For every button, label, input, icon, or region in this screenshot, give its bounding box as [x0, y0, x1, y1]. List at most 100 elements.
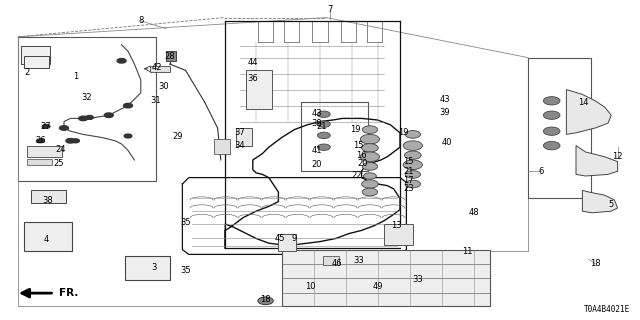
- Text: 19: 19: [350, 125, 360, 134]
- Circle shape: [405, 171, 420, 178]
- Bar: [150, 66, 170, 72]
- Circle shape: [360, 152, 380, 162]
- Circle shape: [124, 103, 132, 108]
- Text: 21: 21: [403, 167, 413, 176]
- Circle shape: [404, 151, 421, 159]
- Circle shape: [317, 111, 330, 117]
- Text: 44: 44: [248, 58, 258, 67]
- Text: T0A4B4021E: T0A4B4021E: [584, 305, 630, 314]
- Text: 5: 5: [609, 200, 614, 209]
- Text: 32: 32: [81, 93, 92, 102]
- Circle shape: [543, 141, 560, 150]
- Text: 36: 36: [248, 74, 258, 83]
- Bar: [278, 234, 296, 251]
- Text: 16: 16: [356, 151, 367, 160]
- Text: 35: 35: [180, 266, 191, 275]
- Bar: [21, 46, 50, 64]
- Text: 33: 33: [413, 276, 423, 284]
- Text: 31: 31: [150, 96, 161, 105]
- Bar: [301, 102, 368, 171]
- Bar: [27, 146, 62, 157]
- Circle shape: [317, 121, 330, 127]
- Text: 43: 43: [312, 109, 322, 118]
- Text: 28: 28: [164, 52, 175, 60]
- Bar: [18, 37, 156, 181]
- Text: 38: 38: [43, 196, 53, 204]
- Text: 24: 24: [56, 145, 66, 154]
- Bar: [27, 159, 52, 165]
- Circle shape: [42, 124, 50, 128]
- Text: 26: 26: [35, 136, 45, 145]
- Text: 21: 21: [317, 122, 327, 131]
- Circle shape: [79, 116, 88, 121]
- Text: 4: 4: [44, 236, 49, 244]
- Circle shape: [364, 173, 376, 179]
- Circle shape: [362, 188, 378, 196]
- Circle shape: [543, 111, 560, 119]
- Text: 2: 2: [24, 68, 29, 76]
- Circle shape: [60, 126, 68, 130]
- Bar: [24, 56, 49, 68]
- Text: 20: 20: [357, 159, 367, 168]
- Circle shape: [36, 139, 44, 143]
- Text: 18: 18: [260, 295, 271, 304]
- Text: 49: 49: [372, 282, 383, 291]
- Circle shape: [543, 127, 560, 135]
- Text: 40: 40: [442, 138, 452, 147]
- Text: FR.: FR.: [59, 288, 78, 298]
- Text: 34: 34: [235, 141, 245, 150]
- Text: 30: 30: [158, 82, 168, 91]
- Text: 25: 25: [54, 159, 64, 168]
- Text: 46: 46: [332, 259, 342, 268]
- Polygon shape: [576, 146, 618, 176]
- Circle shape: [66, 139, 75, 143]
- Circle shape: [362, 163, 378, 170]
- Text: 10: 10: [305, 282, 316, 291]
- Text: 35: 35: [180, 218, 191, 227]
- Circle shape: [405, 131, 420, 138]
- Text: 39: 39: [440, 108, 450, 116]
- Text: 27: 27: [41, 122, 51, 131]
- Text: 11: 11: [462, 247, 472, 256]
- Circle shape: [317, 132, 330, 139]
- Bar: [214, 139, 230, 154]
- Text: 37: 37: [235, 128, 245, 137]
- Circle shape: [362, 126, 378, 133]
- Text: 7: 7: [327, 5, 332, 14]
- Text: 39: 39: [312, 119, 322, 128]
- Bar: [125, 256, 170, 280]
- Circle shape: [317, 144, 330, 150]
- Text: 33: 33: [353, 256, 364, 265]
- Text: 9: 9: [292, 234, 297, 243]
- Text: 3: 3: [151, 263, 156, 272]
- Text: 15: 15: [403, 157, 413, 166]
- Circle shape: [360, 134, 380, 144]
- Bar: [31, 190, 66, 203]
- Text: 20: 20: [312, 160, 322, 169]
- Text: 14: 14: [579, 98, 589, 107]
- Bar: [236, 128, 252, 146]
- Circle shape: [86, 116, 93, 119]
- Circle shape: [362, 180, 378, 188]
- Bar: [24, 222, 72, 251]
- Text: 8: 8: [138, 16, 143, 25]
- Text: 29: 29: [173, 132, 183, 140]
- Text: 17: 17: [403, 176, 413, 185]
- Text: 41: 41: [312, 146, 322, 155]
- Polygon shape: [582, 190, 618, 213]
- Text: 22: 22: [351, 171, 362, 180]
- Circle shape: [124, 134, 132, 138]
- Circle shape: [403, 160, 422, 170]
- Text: 13: 13: [392, 221, 402, 230]
- Text: 15: 15: [353, 141, 364, 150]
- Bar: [323, 256, 339, 265]
- Circle shape: [104, 113, 113, 117]
- Text: 18: 18: [590, 260, 600, 268]
- Bar: [528, 58, 591, 198]
- Bar: [282, 250, 490, 306]
- Circle shape: [258, 297, 273, 305]
- Text: 43: 43: [440, 95, 450, 104]
- Polygon shape: [566, 90, 611, 134]
- Text: 42: 42: [152, 63, 162, 72]
- Circle shape: [117, 59, 126, 63]
